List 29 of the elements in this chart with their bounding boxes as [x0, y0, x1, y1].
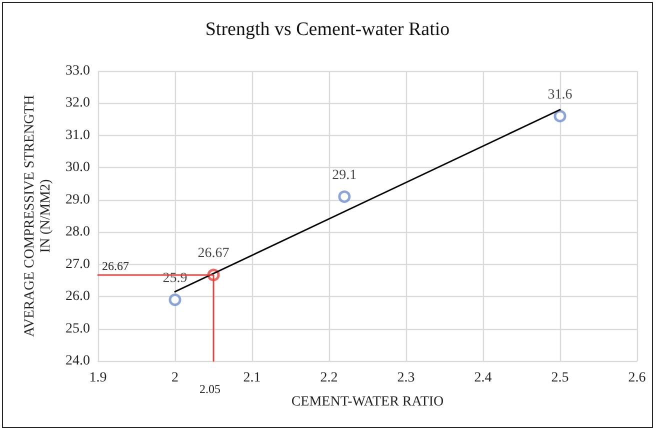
y-axis-title: AVERAGE COMPRESSIVE STRENGTH IN (N/MM2): [22, 95, 54, 337]
point: [554, 110, 566, 122]
y-tick-label: 31.0: [66, 128, 90, 143]
y-tick-label: 28.0: [66, 224, 90, 240]
annotation: 2.05: [200, 382, 220, 396]
x-tick-label: 2.2: [320, 370, 338, 386]
data-label: 26.67: [198, 246, 230, 262]
y-tick-label: 29.0: [66, 192, 90, 208]
y-tick-label: 30.0: [66, 160, 90, 176]
y-tick-label: 26.0: [66, 289, 90, 304]
x-tick-label: 2.1: [243, 370, 261, 386]
y-tick-label: 33.0: [66, 64, 90, 78]
x-tick-label: 2: [172, 370, 178, 386]
annotation: 26.67: [102, 258, 129, 273]
y-tick-label: 27.0: [66, 256, 90, 272]
chart-title: Strength vs Cement-water Ratio: [205, 19, 450, 40]
point: [338, 190, 351, 203]
data-label: 29.1: [332, 168, 357, 183]
data-label: 31.6: [548, 87, 572, 102]
x-tick-label: 2.4: [474, 370, 492, 386]
x-tick-label: 2.3: [397, 370, 415, 386]
y-tick-label: 25.0: [66, 321, 90, 336]
y-tick-label: 24.0: [66, 354, 90, 368]
x-tick-label: 2.6: [628, 370, 646, 386]
x-tick-label: 1.9: [89, 370, 107, 386]
point: [168, 294, 182, 306]
y-tick-label: 32.0: [66, 96, 90, 111]
x-axis-title: CEMENT-WATER RATIO: [291, 394, 444, 410]
x-tick-label: 2.5: [551, 370, 569, 386]
